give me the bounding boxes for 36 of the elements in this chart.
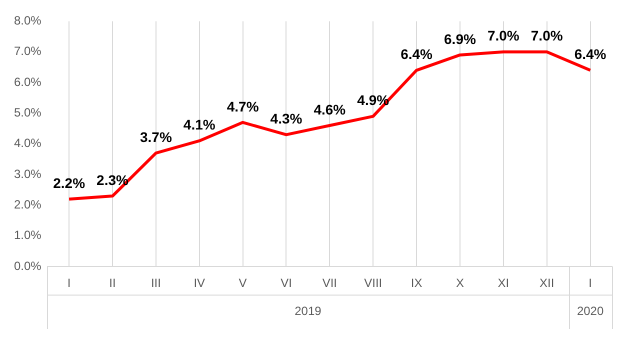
data-label: 4.1%: [183, 116, 216, 133]
y-tick-label: 6.0%: [14, 74, 42, 89]
x-tick-label: XI: [498, 276, 510, 290]
x-tick-label: I: [67, 276, 71, 290]
data-label: 7.0%: [487, 28, 520, 44]
x-tick-label: IV: [194, 276, 206, 290]
x-tick-label: XII: [540, 276, 554, 290]
x-tick-label: VII: [322, 276, 338, 290]
data-label: 4.7%: [226, 98, 260, 114]
data-label: 4.3%: [270, 110, 303, 127]
y-tick-label: 7.0%: [14, 44, 42, 58]
data-label: 6.4%: [574, 46, 607, 62]
y-tick-label: 2.0%: [14, 198, 42, 212]
y-tick-label: 8.0%: [14, 14, 42, 28]
x-tick-label: III: [150, 276, 161, 290]
x-tick-label: VIII: [364, 276, 382, 290]
y-tick-label: 4.0%: [14, 136, 42, 150]
text: 2019: [294, 304, 322, 318]
x-tick-label: IX: [410, 276, 422, 290]
text: 2020: [576, 304, 604, 318]
data-label: 2.3%: [96, 172, 130, 188]
data-label: 7.0%: [530, 28, 564, 44]
data-label: 6.9%: [444, 30, 476, 47]
x-tick-label: II: [109, 276, 116, 290]
y-tick-label: 0.0%: [14, 258, 42, 273]
data-label: 6.4%: [400, 46, 434, 62]
x-tick-label: VI: [280, 276, 292, 290]
x-tick-label: V: [238, 276, 247, 290]
data-label: 3.7%: [140, 128, 172, 145]
x-tick-label: I: [588, 276, 592, 290]
y-tick-label: 1.0%: [14, 228, 42, 242]
y-tick-label: 5.0%: [14, 106, 42, 120]
data-label: 4.6%: [314, 101, 346, 118]
data-label: 2.2%: [53, 174, 86, 191]
x-tick-label: X: [456, 276, 464, 290]
y-tick-label: 3.0%: [14, 166, 42, 181]
